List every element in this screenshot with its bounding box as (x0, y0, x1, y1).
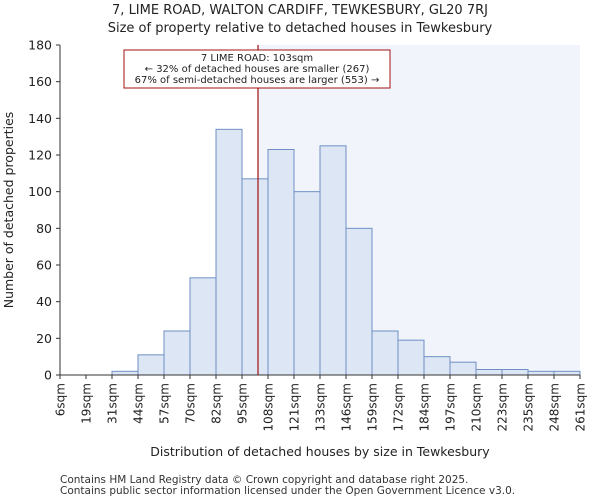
x-tick-label: 184sqm (418, 383, 432, 431)
x-tick-label: 172sqm (392, 383, 406, 431)
bar-95sqm (241, 178, 269, 376)
bar-82sqm (215, 128, 243, 376)
x-tick-label: 57sqm (158, 383, 172, 424)
x-tick-label: 6sqm (54, 383, 68, 416)
chart-title: 7, LIME ROAD, WALTON CARDIFF, TEWKESBURY… (112, 3, 488, 18)
x-tick-label: 70sqm (184, 383, 198, 424)
bar-223sqm (501, 369, 529, 376)
y-tick-label: 0 (44, 368, 52, 383)
x-tick-label: 146sqm (340, 383, 354, 431)
x-tick-label: 31sqm (106, 383, 120, 424)
x-tick-label: 121sqm (288, 383, 302, 431)
y-tick-label: 80 (36, 221, 52, 236)
bar-146sqm (345, 227, 373, 376)
x-tick-label: 95sqm (236, 383, 250, 424)
x-tick-label: 210sqm (470, 383, 484, 431)
x-tick-label: 261sqm (574, 383, 588, 431)
annotation-line-2: ← 32% of detached houses are smaller (26… (145, 64, 370, 75)
y-tick-label: 20 (36, 331, 52, 346)
bar-133sqm (319, 145, 347, 376)
bar-121sqm (293, 191, 321, 376)
bar-108sqm (267, 149, 295, 376)
y-tick-label: 40 (36, 294, 52, 309)
x-tick-label: 19sqm (80, 383, 94, 424)
x-tick-label: 44sqm (132, 383, 146, 424)
bar-57sqm (163, 330, 191, 376)
y-tick-label: 180 (28, 38, 52, 53)
bar-184sqm (423, 356, 451, 376)
bar-159sqm (371, 330, 399, 376)
y-tick-label: 140 (28, 111, 52, 126)
bar-44sqm (137, 354, 165, 376)
y-tick-label: 100 (28, 184, 52, 199)
x-tick-label: 82sqm (210, 383, 224, 424)
footer-line-2: Contains public sector information licen… (60, 485, 516, 497)
x-tick-label: 133sqm (314, 383, 328, 431)
x-tick-label: 248sqm (548, 383, 562, 431)
bar-31sqm (111, 370, 139, 376)
x-tick-label: 223sqm (496, 383, 510, 431)
bar-172sqm (397, 339, 425, 376)
chart-subtitle: Size of property relative to detached ho… (107, 21, 493, 36)
x-tick-label: 235sqm (522, 383, 536, 431)
x-tick-label: 197sqm (444, 383, 458, 431)
bar-197sqm (449, 361, 477, 376)
bar-235sqm (527, 370, 555, 376)
annotation-box (123, 49, 391, 89)
annotation-line-3: 67% of semi-detached houses are larger (… (135, 75, 380, 86)
annotation-line-1: 7 LIME ROAD: 103sqm (201, 53, 313, 64)
y-tick-label: 160 (28, 74, 52, 89)
y-tick-label: 120 (28, 148, 52, 163)
footer-line-1: Contains HM Land Registry data © Crown c… (60, 474, 469, 486)
bar-70sqm (189, 277, 217, 376)
x-axis-label: Distribution of detached houses by size … (150, 444, 490, 459)
bar-210sqm (475, 369, 503, 376)
x-tick-label: 108sqm (262, 383, 276, 431)
bar-248sqm (553, 370, 581, 376)
x-tick-label: 159sqm (366, 383, 380, 431)
y-axis-label: Number of detached properties (1, 112, 16, 309)
y-tick-label: 60 (36, 258, 52, 273)
